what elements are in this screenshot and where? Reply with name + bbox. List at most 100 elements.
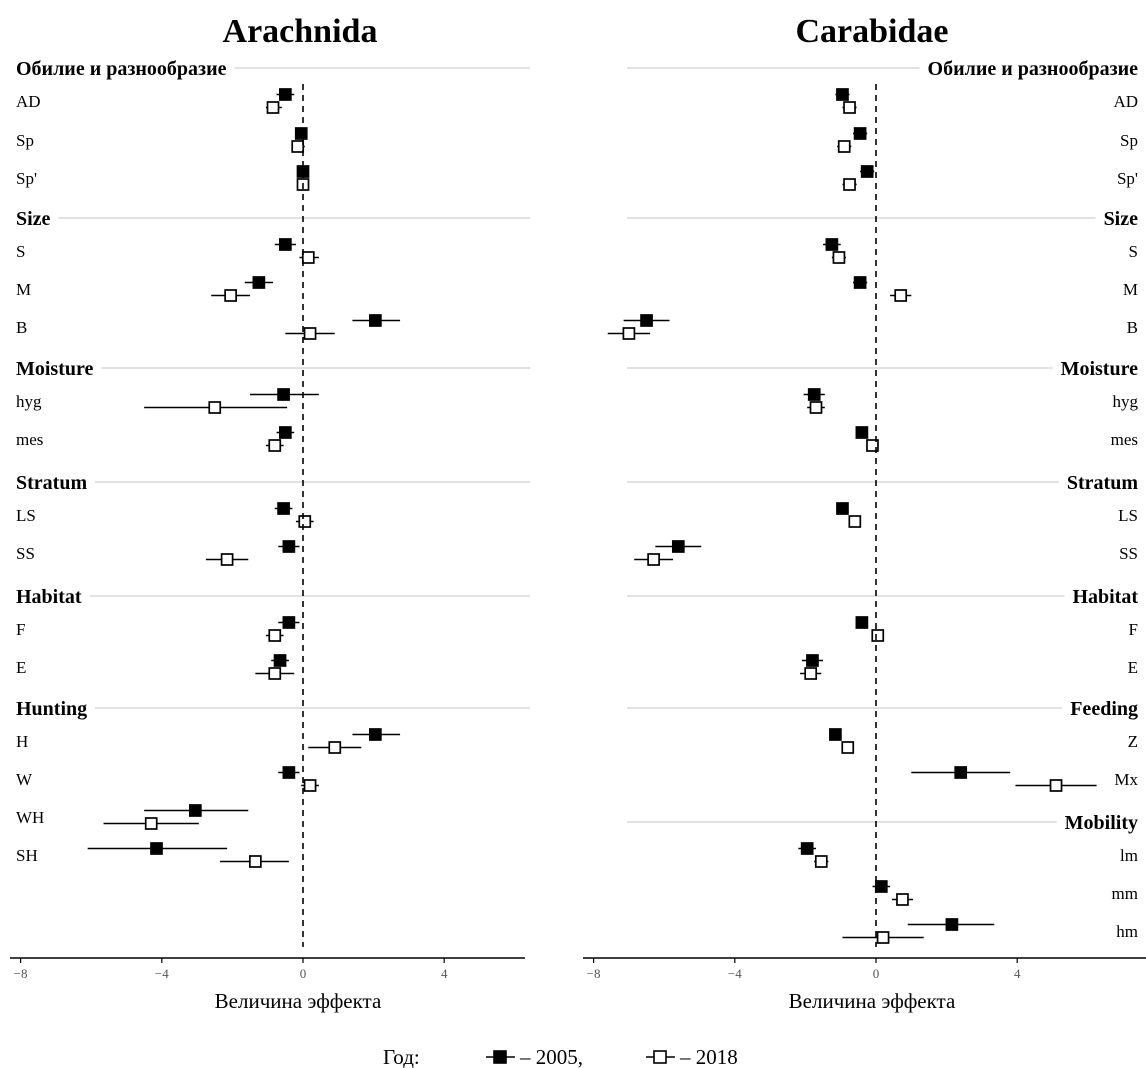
carabidae-feeding-z-point-2018 bbox=[841, 741, 855, 754]
carabidae-stratum-ss-label: SS bbox=[1119, 544, 1138, 563]
arachnida-moisture-mes-label: mes bbox=[16, 430, 43, 449]
arachnida-stratum-ls-point-2005 bbox=[277, 502, 290, 515]
carabidae-group-title-6: Mobility bbox=[1065, 812, 1138, 834]
carabidae-moisture-hyg-point-2018 bbox=[809, 401, 823, 414]
arachnida-moisture-hyg-label: hyg bbox=[16, 392, 42, 411]
arachnida-group-title-2: Moisture bbox=[16, 358, 94, 380]
arachnida-size-m-label: M bbox=[16, 280, 31, 299]
arachnida-stratum-ss-point-2018 bbox=[220, 553, 234, 566]
carabidae-size-m-point-2018 bbox=[894, 289, 908, 302]
arachnida-size-b-label: B bbox=[16, 318, 27, 337]
carabidae-mobility-mm-label: mm bbox=[1112, 884, 1138, 903]
carabidae-mobility-lm-point-2005 bbox=[800, 842, 814, 855]
carabidae-mobility-hm-point-2005 bbox=[945, 918, 959, 931]
carabidae-mobility-lm-point-2018 bbox=[814, 855, 828, 868]
carabidae-group-title-4: Habitat bbox=[1072, 586, 1138, 608]
arachnida-hunting-h-point-2018 bbox=[328, 741, 342, 754]
carabidae-stratum-ls-point-2018 bbox=[848, 515, 862, 528]
legend-key-2005 bbox=[486, 1050, 515, 1064]
arachnida-group-title-3: Stratum bbox=[16, 472, 87, 494]
carabidae-habitat-f-label: F bbox=[1129, 620, 1138, 639]
arachnida-habitat-f-point-2005 bbox=[282, 616, 296, 629]
carabidae-size-s-label: S bbox=[1129, 242, 1138, 261]
arachnida-stratum-ls-point-2018 bbox=[298, 515, 312, 528]
arachnida-stratum-ss-point-2005 bbox=[282, 540, 296, 553]
arachnida-size-s-point-2018 bbox=[301, 251, 315, 264]
legend-key-2018 bbox=[646, 1050, 675, 1064]
carabidae-group-title-3: Stratum bbox=[1067, 472, 1138, 494]
carabidae-moisture-hyg-point-2005 bbox=[807, 388, 821, 401]
carabidae-x-tick-label-1: −4 bbox=[728, 966, 742, 981]
legend-label-2005: – 2005, bbox=[519, 1045, 583, 1068]
arachnida-group-title-5: Hunting bbox=[16, 698, 87, 720]
carabidae-habitat-e-point-2005 bbox=[806, 654, 819, 667]
carabidae-обилие-и-разнообразие-ad-label: AD bbox=[1113, 92, 1138, 111]
arachnida-group-title-1: Size bbox=[16, 208, 51, 230]
carabidae-feeding-z-label: Z bbox=[1128, 732, 1138, 751]
carabidae-moisture-hyg-label: hyg bbox=[1113, 392, 1139, 411]
carabidae-group-title-5: Feeding bbox=[1070, 698, 1138, 720]
carabidae-feeding-mx-label: Mx bbox=[1114, 770, 1138, 789]
legend-title: Год: bbox=[383, 1045, 420, 1068]
carabidae-x-tick-label-0: −8 bbox=[587, 966, 601, 981]
arachnida-size-b-point-2005 bbox=[369, 314, 382, 327]
arachnida-обилие-и-разнообразие-sp-point-2018 bbox=[291, 140, 305, 153]
carabidae-обилие-и-разнообразие-sp-label: Sp' bbox=[1117, 169, 1138, 188]
carabidae-mobility-hm-point-2018 bbox=[876, 931, 890, 944]
arachnida-habitat-e-label: E bbox=[16, 658, 26, 677]
carabidae-обилие-и-разнообразие-sp-point-2005 bbox=[860, 165, 874, 178]
carabidae-обилие-и-разнообразие-sp-point-2018 bbox=[843, 178, 856, 191]
carabidae-mobility-mm-point-2005 bbox=[874, 880, 888, 893]
arachnida-habitat-f-label: F bbox=[16, 620, 25, 639]
arachnida-x-tick-label-2: 0 bbox=[300, 966, 307, 981]
legend-open-square-icon bbox=[653, 1050, 667, 1064]
arachnida-hunting-wh-label: WH bbox=[16, 808, 44, 827]
arachnida-hunting-h-label: H bbox=[16, 732, 28, 751]
carabidae-group-title-1: Size bbox=[1104, 208, 1139, 230]
arachnida-обилие-и-разнообразие-ad-label: AD bbox=[16, 92, 41, 111]
arachnida-size-s-label: S bbox=[16, 242, 25, 261]
carabidae-обилие-и-разнообразие-sp-point-2005 bbox=[853, 127, 867, 140]
arachnida-обилие-и-разнообразие-sp-label: Sp' bbox=[16, 169, 37, 188]
legend-label-2018: – 2018 bbox=[679, 1045, 738, 1068]
carabidae-stratum-ls-label: LS bbox=[1118, 506, 1138, 525]
carabidae-panel: Обилие и разнообразие AD Sp Sp' Size SMB Moist… bbox=[583, 58, 1146, 981]
carabidae-mobility-lm-label: lm bbox=[1120, 846, 1138, 865]
carabidae-size-s-point-2005 bbox=[825, 238, 839, 251]
carabidae-stratum-ss-point-2018 bbox=[647, 553, 660, 566]
carabidae-stratum-ss-point-2005 bbox=[671, 540, 685, 553]
arachnida-habitat-e-point-2018 bbox=[268, 667, 282, 680]
panel-title-arachnida: Arachnida bbox=[223, 13, 378, 50]
carabidae-feeding-mx-point-2005 bbox=[954, 766, 968, 779]
carabidae-size-b-point-2018 bbox=[622, 327, 636, 340]
arachnida-обилие-и-разнообразие-sp-label: Sp bbox=[16, 131, 34, 150]
arachnida-hunting-w-label: W bbox=[16, 770, 33, 789]
carabidae-group-title-2: Moisture bbox=[1061, 358, 1139, 380]
carabidae-обилие-и-разнообразие-ad-point-2005 bbox=[836, 88, 849, 101]
carabidae-habitat-e-label: E bbox=[1128, 658, 1138, 677]
carabidae-group-title-0: Обилие и разнообразие bbox=[928, 58, 1139, 80]
carabidae-feeding-mx-point-2018 bbox=[1049, 779, 1063, 792]
panel-title-carabidae: Carabidae bbox=[796, 13, 949, 50]
arachnida-moisture-mes-point-2018 bbox=[268, 439, 282, 452]
arachnida-size-b-point-2018 bbox=[303, 327, 317, 340]
arachnida-hunting-w-point-2005 bbox=[282, 766, 296, 779]
carabidae-feeding-z-point-2005 bbox=[829, 728, 842, 741]
arachnida-moisture-hyg-point-2005 bbox=[277, 388, 290, 401]
legend: Год: – 2005, – 2018 bbox=[383, 1045, 738, 1068]
carabidae-habitat-f-point-2018 bbox=[871, 629, 885, 642]
arachnida-hunting-wh-point-2005 bbox=[188, 804, 202, 817]
arachnida-hunting-sh-point-2018 bbox=[248, 855, 262, 868]
arachnida-hunting-wh-point-2018 bbox=[144, 817, 158, 830]
arachnida-group-title-4: Habitat bbox=[16, 586, 82, 608]
carabidae-mobility-mm-point-2018 bbox=[896, 893, 909, 906]
arachnida-habitat-e-point-2005 bbox=[273, 654, 287, 667]
carabidae-habitat-e-point-2018 bbox=[804, 667, 818, 680]
arachnida-hunting-sh-label: SH bbox=[16, 846, 38, 865]
arachnida-обилие-и-разнообразие-ad-point-2005 bbox=[279, 88, 292, 101]
arachnida-moisture-hyg-point-2018 bbox=[208, 401, 222, 414]
legend-filled-square-icon bbox=[493, 1050, 507, 1064]
arachnida-size-m-point-2005 bbox=[252, 276, 266, 289]
arachnida-x-tick-label-0: −8 bbox=[14, 966, 28, 981]
x-axis-title-carabidae: Величина эффекта bbox=[789, 989, 956, 1013]
